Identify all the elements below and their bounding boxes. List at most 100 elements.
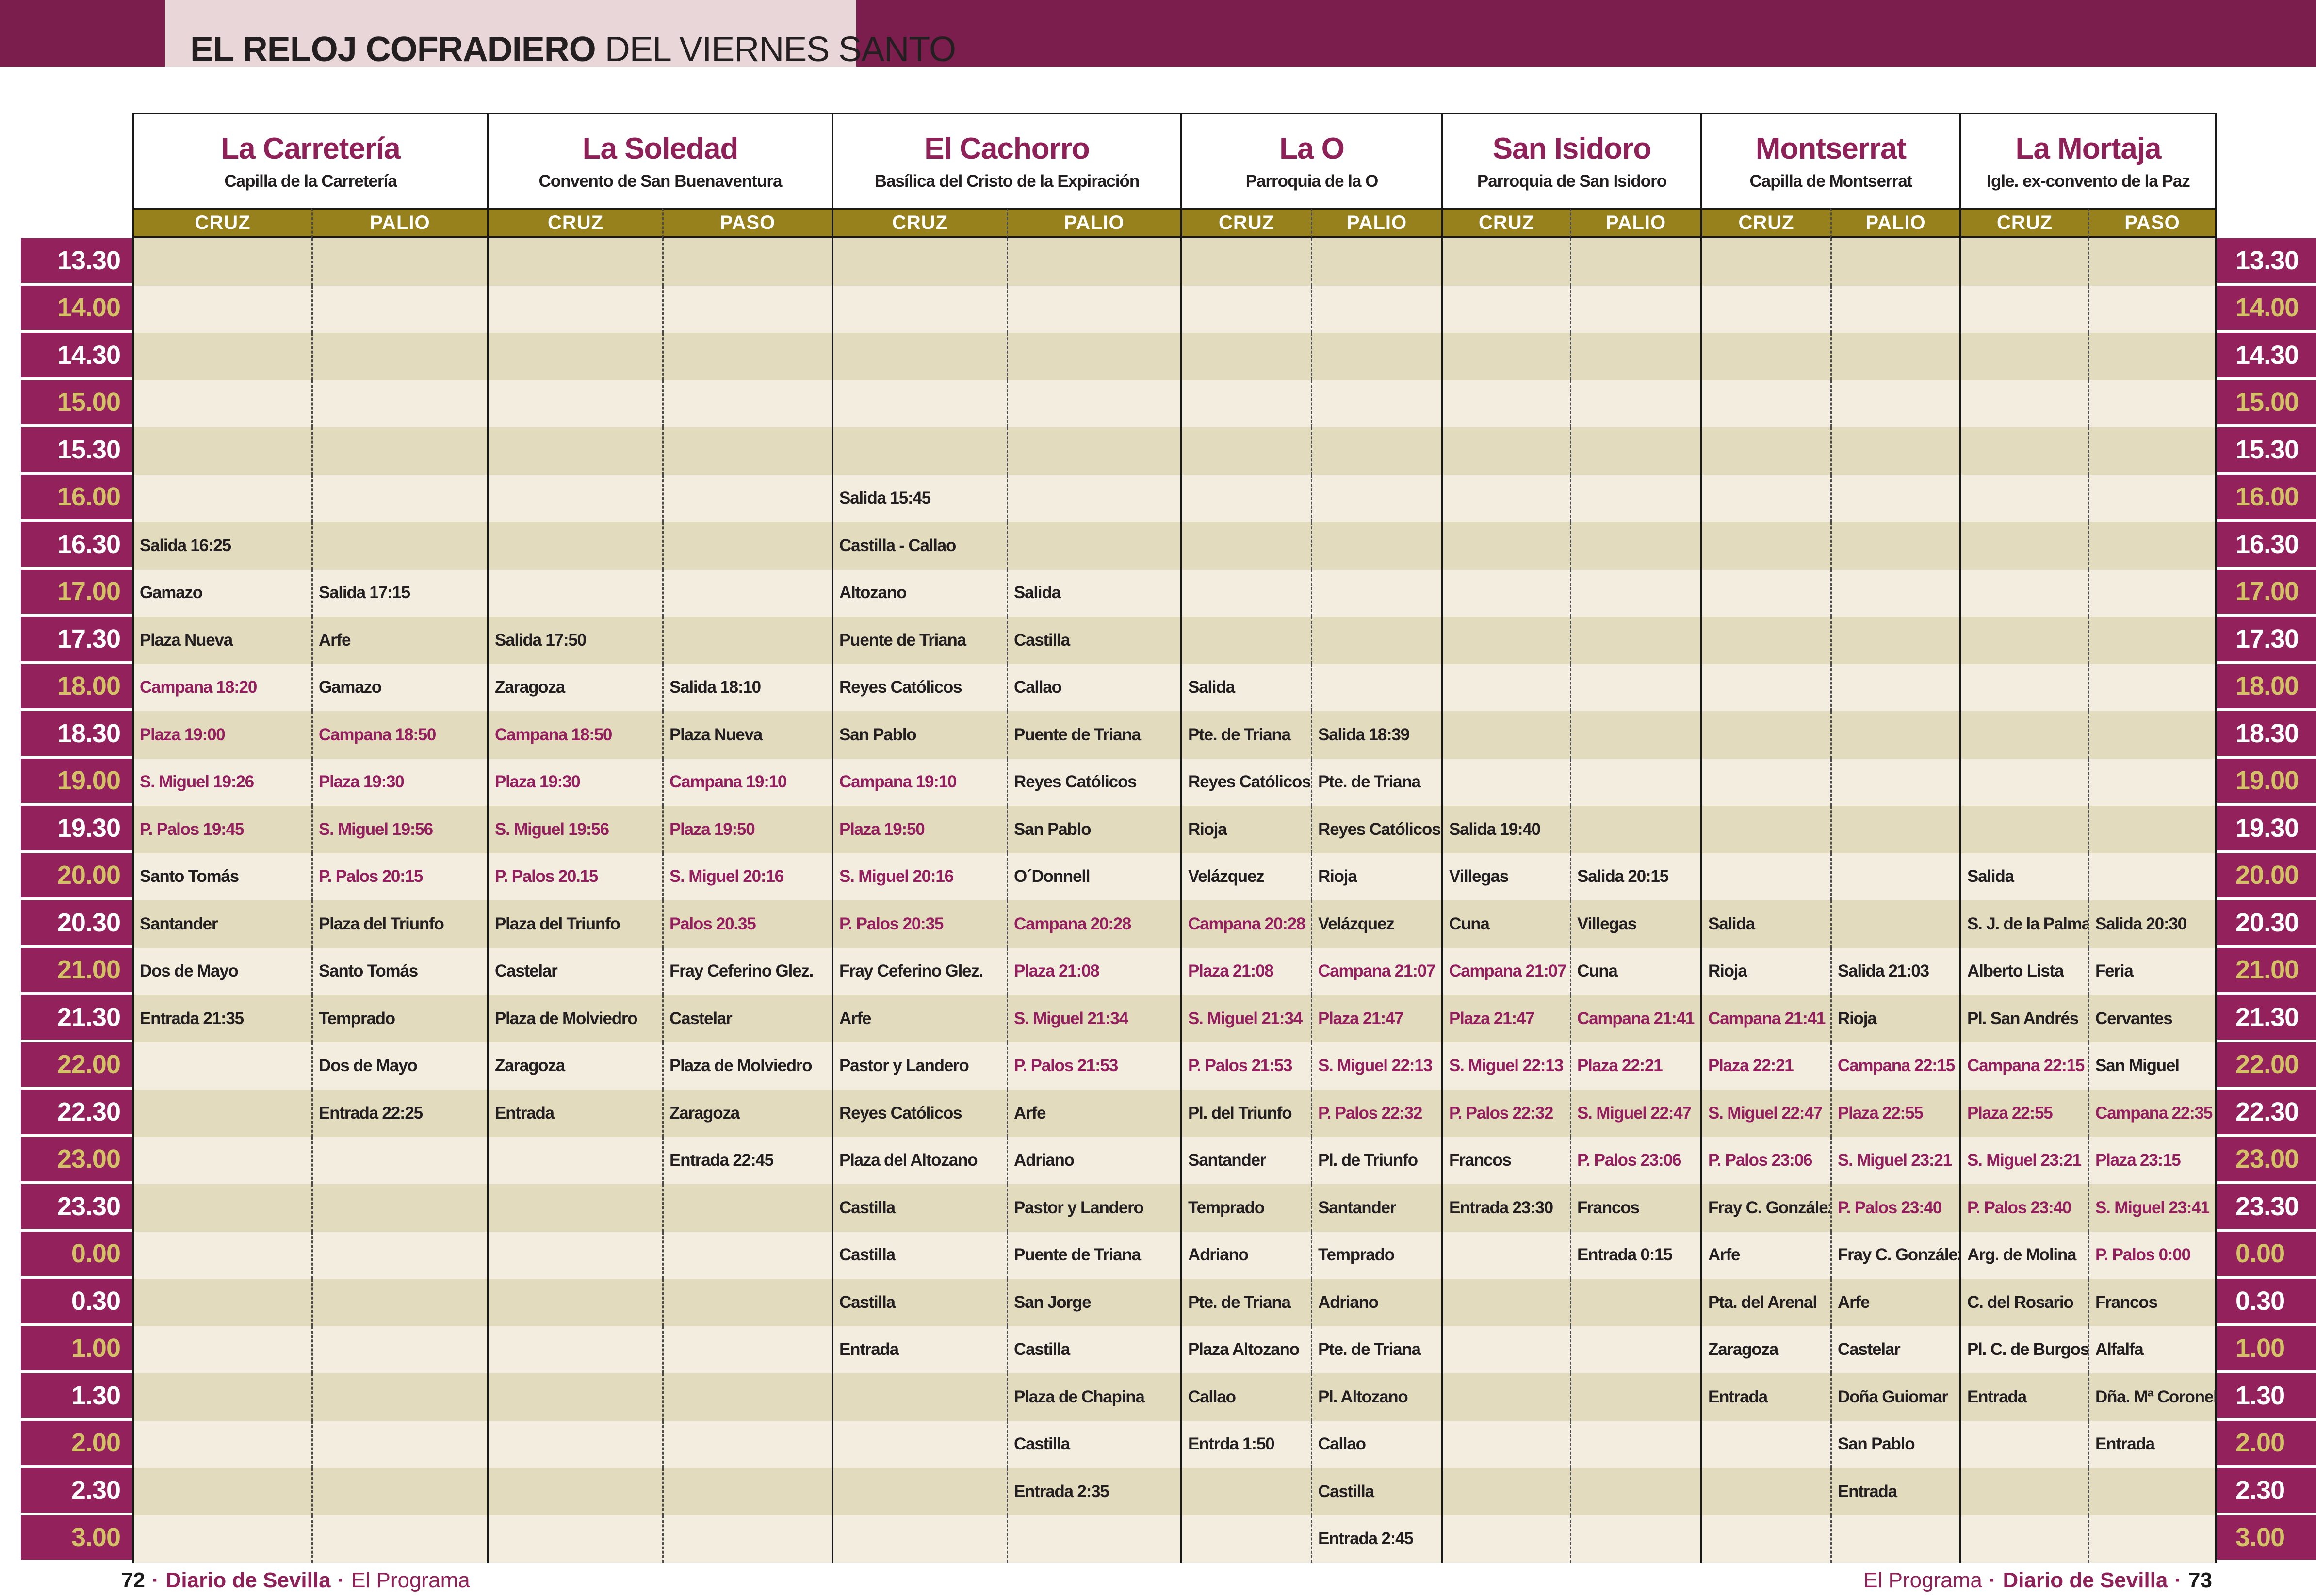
- page-title: EL RELOJ COFRADIERO DEL VIERNES SANTO: [165, 0, 956, 67]
- schedule-cell: [1311, 238, 1441, 286]
- header-spacer: [2217, 113, 2316, 208]
- schedule-cell: Arfe: [1007, 1090, 1180, 1137]
- subcolumn-header: PALIO: [1311, 208, 1441, 238]
- schedule-cell: [311, 333, 487, 380]
- schedule-cell: P. Palos 23:40: [1959, 1184, 2088, 1232]
- schedule-cell: [487, 569, 662, 617]
- column-header: El Cachorro Basílica del Cristo de la Exp…: [832, 113, 1180, 208]
- time-cell: 13.30: [2217, 238, 2316, 286]
- schedule-cell: Pastor y Landero: [1007, 1184, 1180, 1232]
- schedule-cell: [2088, 1515, 2217, 1563]
- page-title-regular: DEL VIERNES SANTO: [595, 30, 956, 69]
- schedule-cell: Campana 22:15: [1959, 1042, 2088, 1090]
- schedule-cell: P. Palos 20:35: [832, 900, 1007, 948]
- schedule-cell: [1830, 711, 1959, 759]
- schedule-cell: [662, 1468, 832, 1515]
- schedule-cell: P. Palos 22:32: [1311, 1090, 1441, 1137]
- schedule-cell: [2088, 664, 2217, 711]
- schedule-cell: Campana 20:28: [1180, 900, 1311, 948]
- schedule-cell: Santander: [1180, 1137, 1311, 1184]
- hermandad-church: Parroquia de la O: [1245, 172, 1379, 191]
- schedule-cell: S. Miguel 20:16: [662, 853, 832, 900]
- schedule-cell: [1959, 333, 2088, 380]
- schedule-cell: P. Palos 19:45: [132, 806, 311, 853]
- schedule-cell: [1441, 711, 1570, 759]
- time-cell: 14.30: [2217, 333, 2316, 380]
- time-cell: 14.30: [21, 333, 132, 380]
- schedule-cell: Campana 21:07: [1311, 947, 1441, 995]
- schedule-cell: Adriano: [1007, 1137, 1180, 1184]
- schedule-cell: Gamazo: [132, 569, 311, 617]
- schedule-cell: [662, 569, 832, 617]
- time-cell: 14.00: [2217, 285, 2316, 333]
- time-cell: 15.00: [21, 380, 132, 427]
- schedule-cell: [487, 1373, 662, 1421]
- schedule-cell: Plaza de Molviedro: [662, 1042, 832, 1090]
- schedule-cell: Gamazo: [311, 664, 487, 711]
- schedule-cell: [487, 1420, 662, 1468]
- schedule-cell: [132, 427, 311, 475]
- schedule-cell: Castilla: [1007, 617, 1180, 664]
- time-cell: 20.30: [21, 900, 132, 948]
- schedule-cell: S. Miguel 23:21: [1959, 1137, 2088, 1184]
- footer-page-number: 72: [121, 1568, 145, 1592]
- schedule-cell: Adriano: [1180, 1231, 1311, 1279]
- schedule-cell: [832, 238, 1007, 286]
- schedule-cell: Arfe: [1700, 1231, 1830, 1279]
- schedule-cell: Reyes Católicos: [832, 1090, 1007, 1137]
- schedule-cell: Entrada 22:25: [311, 1090, 487, 1137]
- schedule-cell: [2088, 806, 2217, 853]
- schedule-cell: [1830, 380, 1959, 427]
- schedule-cell: [311, 238, 487, 286]
- schedule-cell: Zaragoza: [487, 664, 662, 711]
- schedule-cell: [1441, 427, 1570, 475]
- schedule-cell: [132, 1090, 311, 1137]
- schedule-cell: Rioja: [1180, 806, 1311, 853]
- schedule-cell: Pl. C. de Burgos: [1959, 1326, 2089, 1373]
- schedule-cell: [1830, 285, 1959, 333]
- schedule-cell: [487, 1326, 662, 1373]
- subcolumn-header: PALIO: [1570, 208, 1700, 238]
- schedule-cell: Francos: [1441, 1137, 1570, 1184]
- time-cell: 18.00: [21, 664, 132, 711]
- schedule-cell: [832, 1468, 1007, 1515]
- schedule-cell: [487, 380, 662, 427]
- hermandad-church: Capilla de Montserrat: [1749, 172, 1913, 191]
- schedule-cell: [1441, 380, 1570, 427]
- schedule-cell: O´Donnell: [1007, 853, 1180, 900]
- time-cell: 1.30: [2217, 1373, 2316, 1421]
- schedule-cell: [1007, 380, 1180, 427]
- time-cell: 16.00: [2217, 474, 2316, 522]
- schedule-cell: Villegas: [1570, 900, 1700, 948]
- schedule-cell: [1180, 1468, 1311, 1515]
- schedule-cell: [1570, 1373, 1700, 1421]
- time-cell: 16.30: [2217, 522, 2316, 570]
- time-cell: 17.30: [21, 617, 132, 664]
- footer-brand: Diario de Sevilla: [165, 1568, 331, 1592]
- schedule-cell: [1441, 1279, 1570, 1326]
- schedule-cell: Campana 20:28: [1007, 900, 1180, 948]
- schedule-cell: [487, 1468, 662, 1515]
- schedule-cell: Campana 19:10: [662, 758, 832, 806]
- schedule-cell: Plaza del Triunfo: [311, 900, 487, 948]
- schedule-cell: [2088, 617, 2217, 664]
- schedule-cell: Campana 22:15: [1830, 1042, 1959, 1090]
- schedule-cell: Santander: [132, 900, 311, 948]
- schedule-cell: Castilla: [832, 1231, 1007, 1279]
- schedule-cell: [1441, 664, 1570, 711]
- schedule-cell: Temprado: [1180, 1184, 1311, 1232]
- schedule-cell: [1700, 285, 1830, 333]
- time-cell: 1.00: [2217, 1326, 2316, 1373]
- time-cell: 1.30: [21, 1373, 132, 1421]
- subcolumn-header: PALIO: [1830, 208, 1959, 238]
- schedule-cell: [1570, 285, 1700, 333]
- schedule-cell: [311, 285, 487, 333]
- schedule-cell: [311, 1279, 487, 1326]
- time-cell: 17.00: [21, 569, 132, 617]
- schedule-cell: [1570, 1326, 1700, 1373]
- schedule-cell: [1570, 474, 1700, 522]
- schedule-cell: Callao: [1007, 664, 1180, 711]
- schedule-cell: [132, 333, 311, 380]
- schedule-cell: Temprado: [311, 995, 487, 1042]
